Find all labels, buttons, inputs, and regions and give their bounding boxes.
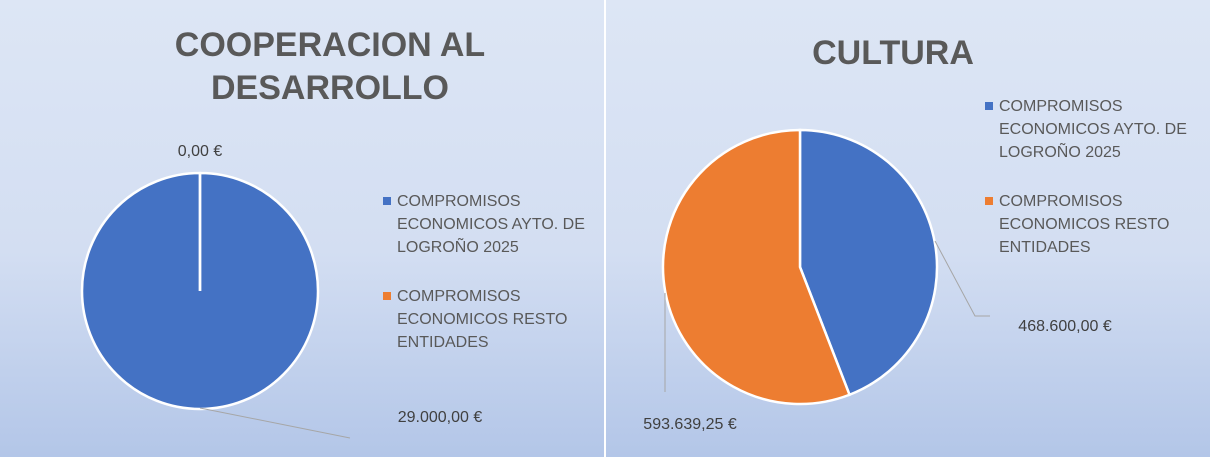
- data-label: 593.639,25 €: [643, 416, 737, 433]
- legend-swatch: [985, 197, 993, 205]
- chart-title: COOPERACION AL DESARROLLO: [174, 26, 486, 107]
- leader-line: [934, 240, 990, 317]
- pie-slice: [798, 128, 939, 397]
- legend-item: COMPROMISOS ECONOMICOS RESTO ENTIDADES: [985, 190, 1194, 259]
- legend-item: COMPROMISOS ECONOMICOS AYTO. DE LOGROÑO …: [383, 190, 592, 259]
- data-label: 468.600,00 €: [1018, 318, 1112, 335]
- leader-line: [199, 407, 351, 439]
- pie-slice: [661, 128, 852, 406]
- legend-item: COMPROMISOS ECONOMICOS AYTO. DE LOGROÑO …: [985, 95, 1194, 164]
- legend-swatch: [383, 197, 391, 205]
- legend-swatch: [383, 292, 391, 300]
- data-label: 29.000,00 €: [397, 409, 483, 426]
- chart-title: CULTURA: [812, 34, 974, 72]
- data-label: 0,00 €: [177, 143, 223, 160]
- legend-item: COMPROMISOS ECONOMICOS RESTO ENTIDADES: [383, 285, 592, 354]
- legend-swatch: [985, 102, 993, 110]
